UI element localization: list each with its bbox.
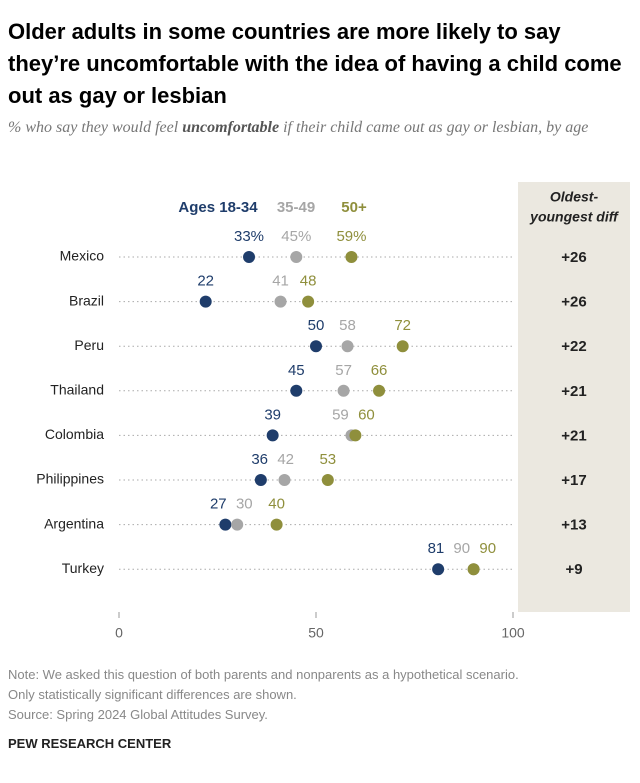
x-tick-label: 100 bbox=[501, 625, 525, 641]
value-label: 90 bbox=[479, 540, 496, 557]
dot bbox=[274, 295, 287, 308]
dot bbox=[199, 295, 212, 308]
source: Source: Spring 2024 Global Attitudes Sur… bbox=[8, 707, 268, 722]
diff-value: +13 bbox=[561, 517, 586, 534]
value-label: 40 bbox=[268, 496, 285, 513]
dot bbox=[302, 295, 315, 308]
category-label: Philippines bbox=[36, 471, 104, 487]
value-label: 22 bbox=[197, 273, 214, 290]
chart-title: Older adults in some countries are more … bbox=[8, 19, 622, 108]
dot bbox=[321, 474, 334, 486]
value-label: 60 bbox=[358, 406, 375, 423]
value-label: 45% bbox=[281, 228, 311, 245]
notes: Note: We asked this question of both par… bbox=[8, 665, 519, 725]
diff-header: Oldest- bbox=[550, 189, 599, 205]
dot bbox=[270, 518, 283, 531]
dot bbox=[467, 563, 480, 576]
note: Note: We asked this question of both par… bbox=[8, 667, 519, 682]
value-label: 36 bbox=[251, 451, 268, 468]
value-label: 59% bbox=[336, 228, 366, 245]
dot bbox=[266, 429, 279, 442]
diff-value: +22 bbox=[561, 338, 586, 355]
dot bbox=[345, 251, 358, 263]
value-label: 33% bbox=[234, 228, 264, 245]
value-label: 30 bbox=[236, 496, 253, 513]
value-label: 50 bbox=[308, 317, 325, 334]
note: Only statistically significant differenc… bbox=[8, 687, 297, 702]
value-label: 66 bbox=[371, 362, 388, 379]
subtitle-text: % who say they would feel bbox=[8, 119, 183, 136]
value-label: 53 bbox=[319, 451, 336, 468]
value-label: 90 bbox=[453, 540, 470, 557]
chart: Ages 18-34 35-49 50+ Oldest-youngest diff 0 5… bbox=[36, 182, 630, 641]
category-label: Peru bbox=[74, 337, 104, 353]
legend-entry: 35-49 bbox=[277, 199, 315, 216]
value-label: 58 bbox=[339, 317, 356, 334]
subtitle-emphasis: uncomfortable bbox=[182, 119, 280, 136]
dot bbox=[254, 474, 267, 486]
diff-value: +21 bbox=[561, 427, 586, 444]
dot bbox=[290, 384, 303, 397]
brand: PEW RESEARCH CENTER bbox=[8, 736, 172, 751]
legend-entry: 50+ bbox=[341, 199, 367, 216]
dot bbox=[349, 429, 362, 442]
x-tick-label: 0 bbox=[115, 625, 123, 641]
value-label: 81 bbox=[428, 540, 445, 557]
diff-value: +26 bbox=[561, 294, 586, 311]
category-label: Mexico bbox=[60, 248, 105, 264]
dot bbox=[337, 384, 350, 397]
value-label: 72 bbox=[394, 317, 411, 334]
category-label: Argentina bbox=[44, 515, 104, 531]
category-label: Brazil bbox=[69, 292, 104, 308]
value-label: 59 bbox=[332, 406, 349, 423]
dot bbox=[373, 384, 386, 397]
category-label: Turkey bbox=[62, 560, 104, 576]
value-label: 45 bbox=[288, 362, 305, 379]
diff-value: +21 bbox=[561, 383, 586, 400]
diff-header: youngest diff bbox=[529, 209, 619, 225]
category-label: Thailand bbox=[50, 382, 104, 398]
x-tick-label: 50 bbox=[308, 625, 324, 641]
value-label: 42 bbox=[277, 451, 294, 468]
dot bbox=[278, 474, 291, 486]
dot bbox=[432, 563, 445, 576]
diff-value: +17 bbox=[561, 472, 586, 489]
value-label: 48 bbox=[300, 273, 317, 290]
subtitle-text: if their child came out as gay or lesbia… bbox=[279, 119, 589, 136]
dot bbox=[310, 340, 322, 353]
value-label: 41 bbox=[272, 273, 289, 290]
dot bbox=[396, 340, 409, 353]
chart-subtitle: % who say they would feel uncomfortable … bbox=[8, 116, 628, 140]
value-label: 57 bbox=[335, 362, 352, 379]
dot bbox=[243, 251, 256, 263]
category-label: Colombia bbox=[45, 426, 104, 442]
diff-column-bg bbox=[518, 182, 630, 612]
diff-value: +9 bbox=[565, 561, 582, 578]
value-label: 27 bbox=[210, 496, 227, 513]
value-label: 39 bbox=[264, 406, 281, 423]
diff-value: +26 bbox=[561, 249, 586, 266]
dot bbox=[231, 518, 244, 531]
dot bbox=[341, 340, 354, 353]
legend-entry: Ages 18-34 bbox=[178, 199, 258, 216]
dot bbox=[290, 251, 303, 263]
dot bbox=[219, 518, 232, 531]
